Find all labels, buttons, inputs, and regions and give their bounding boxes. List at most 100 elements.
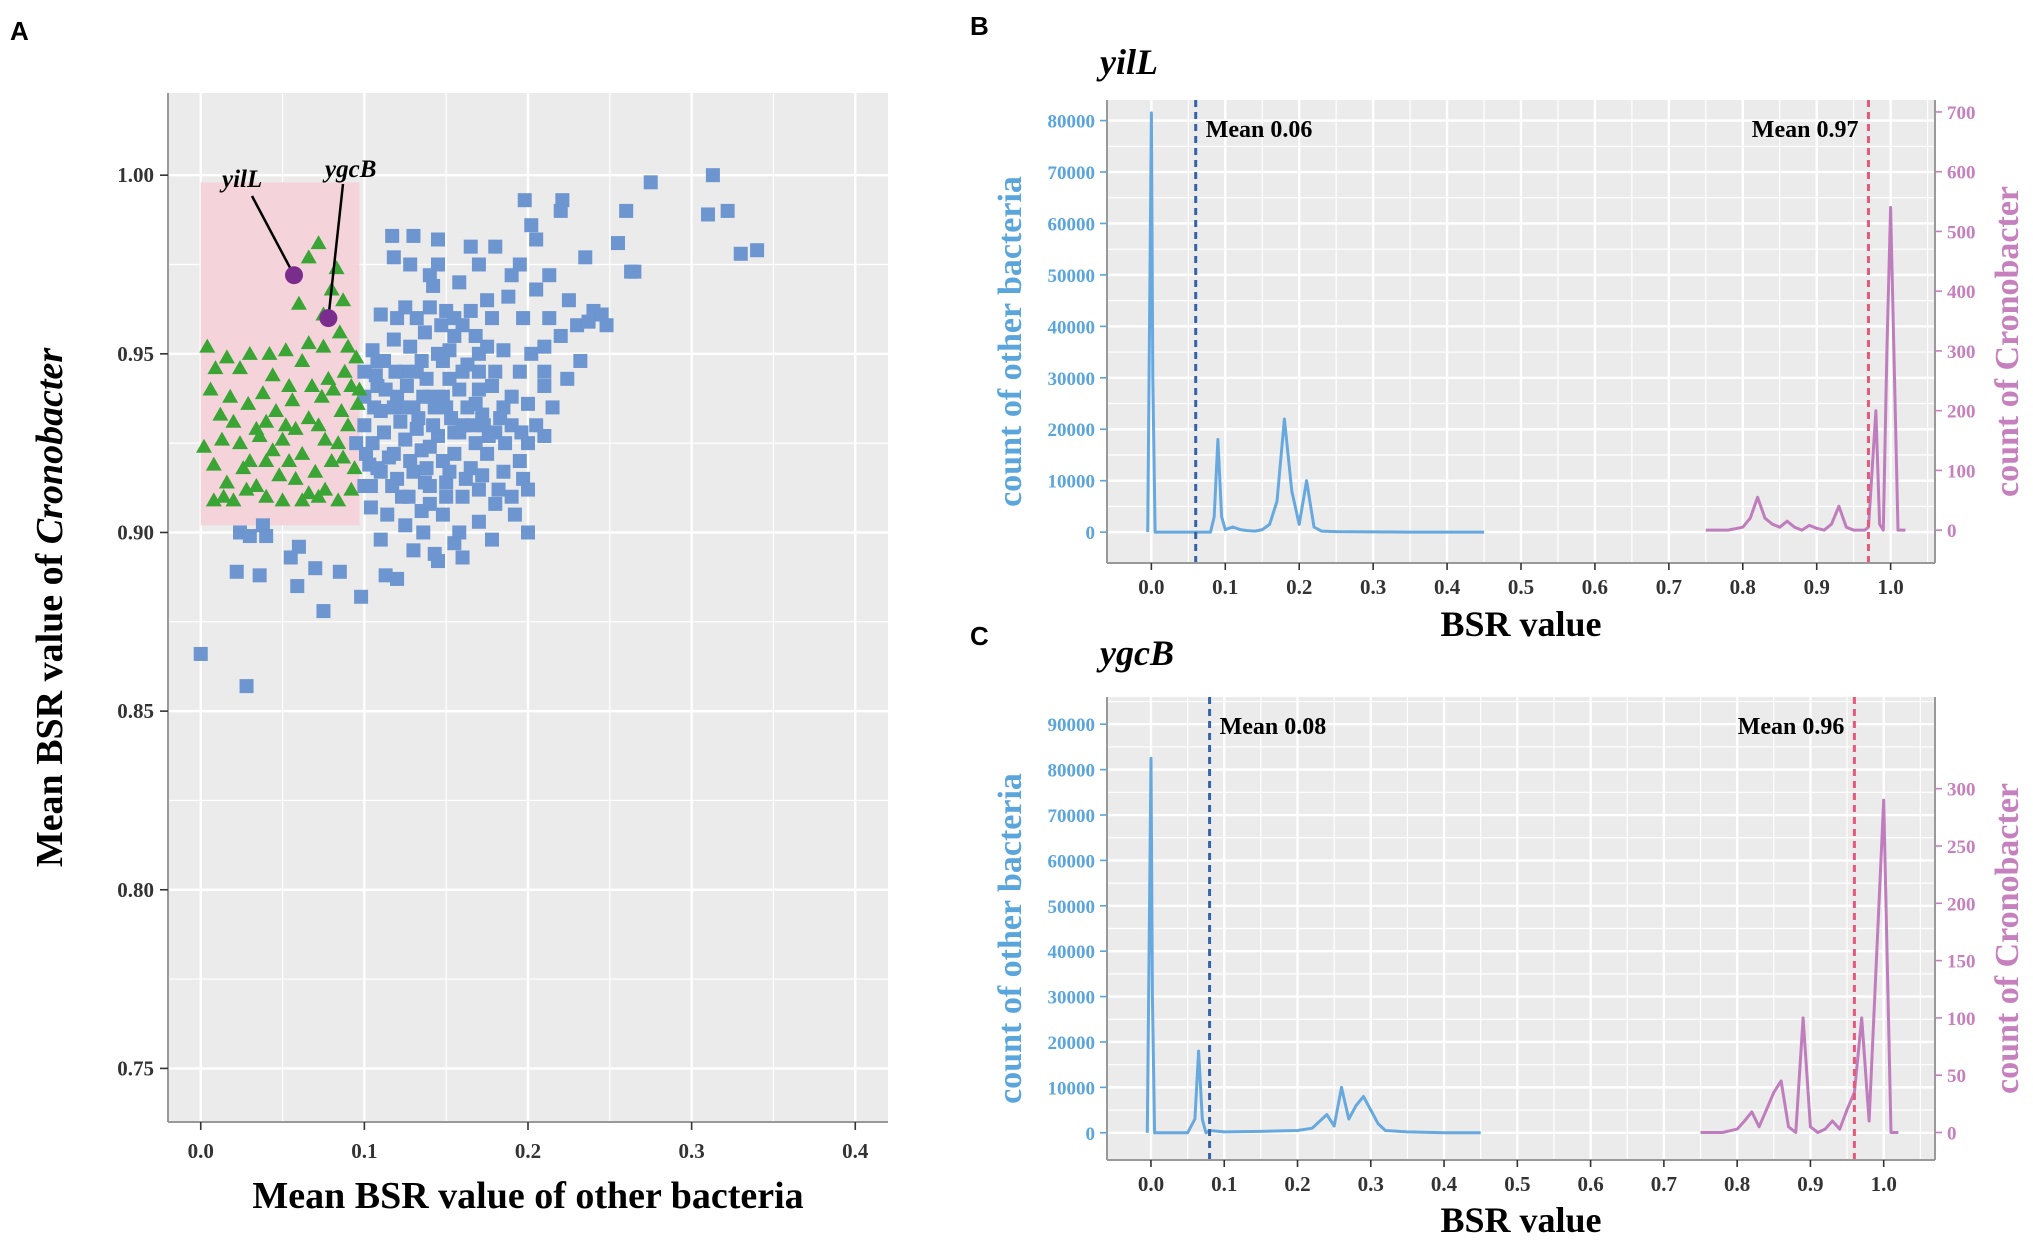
left-axis-title-c: count of other bacteria (992, 773, 1029, 1104)
scatter-point-triangle (248, 478, 265, 493)
scatter-point-triangle (218, 349, 235, 364)
scatter-point-square (390, 311, 405, 326)
scatter-point-square (403, 454, 418, 469)
scatter-point-square (398, 300, 413, 315)
scatter-point-square (386, 250, 401, 265)
left-tick-label-c: 0 (1086, 1124, 1096, 1145)
x-tick-label-a: 0.1 (351, 1139, 377, 1163)
scatter-point-square (370, 353, 385, 368)
scatter-point-square (385, 228, 400, 243)
scatter-point-square (460, 400, 475, 415)
scatter-point-square (373, 307, 388, 322)
scatter-point-square (368, 368, 383, 383)
scatter-point-triangle (222, 388, 239, 403)
scatter-point-triangle (287, 420, 304, 435)
scatter-point-square (504, 389, 519, 404)
scatter-point-triangle (261, 345, 278, 360)
scatter-point-square (409, 311, 424, 326)
annotation-label-ygcb: ygcB (322, 156, 376, 183)
scatter-point-square (409, 364, 424, 379)
x-tick-label-c: 0.4 (1431, 1172, 1458, 1196)
scatter-point-square (537, 378, 552, 393)
scatter-point-square (386, 446, 401, 461)
scatter-point-square (447, 425, 462, 440)
scatter-point-triangle (277, 342, 294, 357)
scatter-point-square (332, 564, 347, 579)
x-tick-label-c: 1.0 (1871, 1172, 1897, 1196)
left-tick-label-c: 60000 (1048, 851, 1096, 872)
scatter-point-square (468, 436, 483, 451)
scatter-point-square (435, 454, 450, 469)
series-line-other-bacteria-c (1145, 756, 1481, 1135)
scatter-point-square (406, 228, 421, 243)
series-line-other-bacteria-b (1146, 111, 1484, 534)
scatter-point-square (555, 193, 570, 208)
scatter-point-square (417, 325, 432, 340)
scatter-point-square (291, 539, 306, 554)
scatter-point-square (560, 371, 575, 386)
scatter-point-triangle (238, 481, 255, 496)
scatter-point-square (581, 314, 596, 329)
scatter-point-square (365, 436, 380, 451)
x-tick-label-b: 0.9 (1804, 575, 1830, 599)
left-tick-label-c: 80000 (1048, 761, 1096, 782)
scatter-point-square (553, 328, 568, 343)
scatter-point-square (720, 203, 735, 218)
left-tick-label-c: 20000 (1048, 1033, 1096, 1054)
scatter-point-square (431, 232, 445, 247)
scatter-point-square (380, 507, 395, 522)
scatter-point-square (439, 475, 454, 490)
scatter-point-square (255, 518, 270, 533)
scatter-point-square (537, 339, 552, 354)
scatter-point-triangle (281, 377, 298, 392)
scatter-point-square (422, 496, 437, 511)
scatter-point-triangle (313, 388, 330, 403)
y-tick-label-a: 0.90 (117, 520, 154, 544)
x-tick-label-c: 0.1 (1211, 1172, 1237, 1196)
right-axis-title-c: count of Cronobacter (1989, 783, 2026, 1094)
scatter-point-square (705, 168, 720, 183)
scatter-point-square (488, 239, 503, 254)
scatter-point-square (611, 236, 625, 251)
scatter-point-square (426, 278, 441, 293)
y-axis-title-a-italic: Cronobacter (29, 347, 71, 545)
scatter-point-square (516, 471, 531, 486)
scatter-point-square (524, 218, 539, 233)
scatter-point-triangle (340, 338, 356, 353)
scatter-point-square (365, 343, 380, 358)
scatter-point-triangle (214, 431, 230, 446)
scatter-point-triangle (215, 488, 232, 503)
scatter-point-square (468, 328, 483, 343)
x-tick-label-c: 0.8 (1724, 1172, 1750, 1196)
scatter-point-square (378, 568, 393, 583)
scatter-point-triangle (300, 410, 317, 425)
scatter-point-square (561, 293, 576, 308)
scatter-point-triangle (333, 402, 350, 417)
right-tick-label-c: 250 (1947, 837, 1976, 858)
scatter-point-square (480, 293, 495, 308)
right-tick-label-b: 600 (1947, 163, 1976, 184)
y-axis-title-a: Mean BSR value of Cronobacter (29, 347, 71, 868)
scatter-point-triangle (281, 453, 298, 468)
scatter-point-square (414, 353, 429, 368)
scatter-point-square (471, 382, 486, 397)
scatter-point-square (488, 496, 503, 511)
scatter-point-triangle (300, 335, 317, 350)
scatter-point-square (434, 318, 449, 333)
scatter-point-square (363, 500, 378, 515)
scatter-point-square (542, 311, 557, 326)
scatter-point-square (403, 257, 418, 272)
scatter-point-square (427, 400, 442, 415)
scatter-point-square (390, 571, 405, 586)
x-tick-label-b: 0.5 (1508, 575, 1534, 599)
scatter-point-square (493, 411, 508, 426)
annotation-label-yill: yilL (219, 166, 262, 193)
scatter-point-square (370, 461, 385, 476)
scatter-point-square (442, 343, 457, 358)
scatter-point-square (463, 461, 478, 476)
scatter-point-square (439, 489, 454, 504)
scatter-point-square (399, 378, 414, 393)
mean-label-other-b: Mean 0.06 (1206, 117, 1313, 143)
scatter-point-triangle (232, 435, 248, 450)
scatter-point-triangle (310, 235, 327, 250)
